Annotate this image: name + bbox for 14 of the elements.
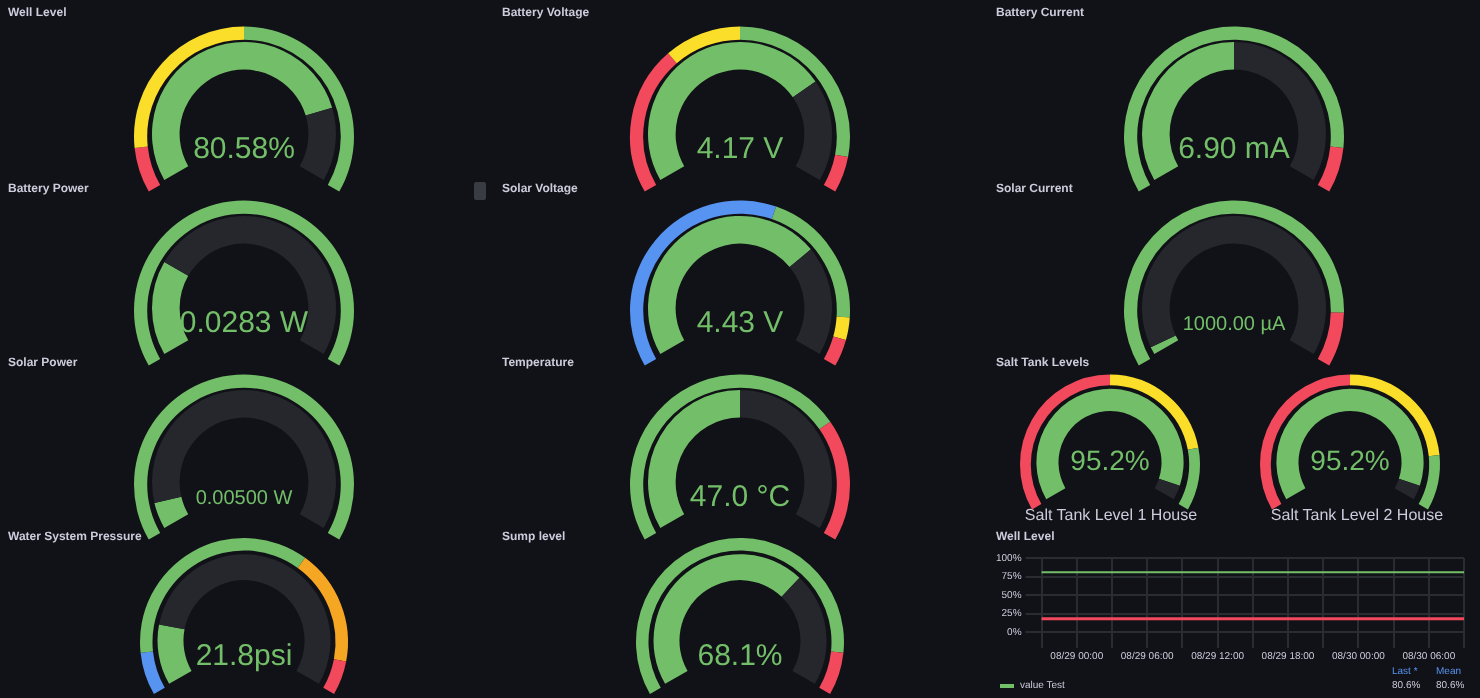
text: 80.58% [193, 132, 295, 167]
text: 95.2% [1070, 444, 1150, 477]
text: 95.2% [1310, 444, 1390, 477]
text: Salt Tank Level 1 House [1022, 506, 1200, 524]
text: Salt Tank Level 2 House [1268, 506, 1446, 524]
text: 21.8psi [195, 638, 293, 673]
text: 1000.00 µA [1182, 313, 1287, 336]
text: 68.1% [697, 638, 783, 673]
text: 47.0 °C [689, 480, 791, 515]
text: 4.17 V [696, 132, 784, 167]
text: 6.90 mA [1178, 132, 1290, 167]
text: 0.0283 W [179, 306, 310, 341]
text: 0.00500 W [195, 487, 294, 510]
text: 4.43 V [696, 306, 784, 341]
